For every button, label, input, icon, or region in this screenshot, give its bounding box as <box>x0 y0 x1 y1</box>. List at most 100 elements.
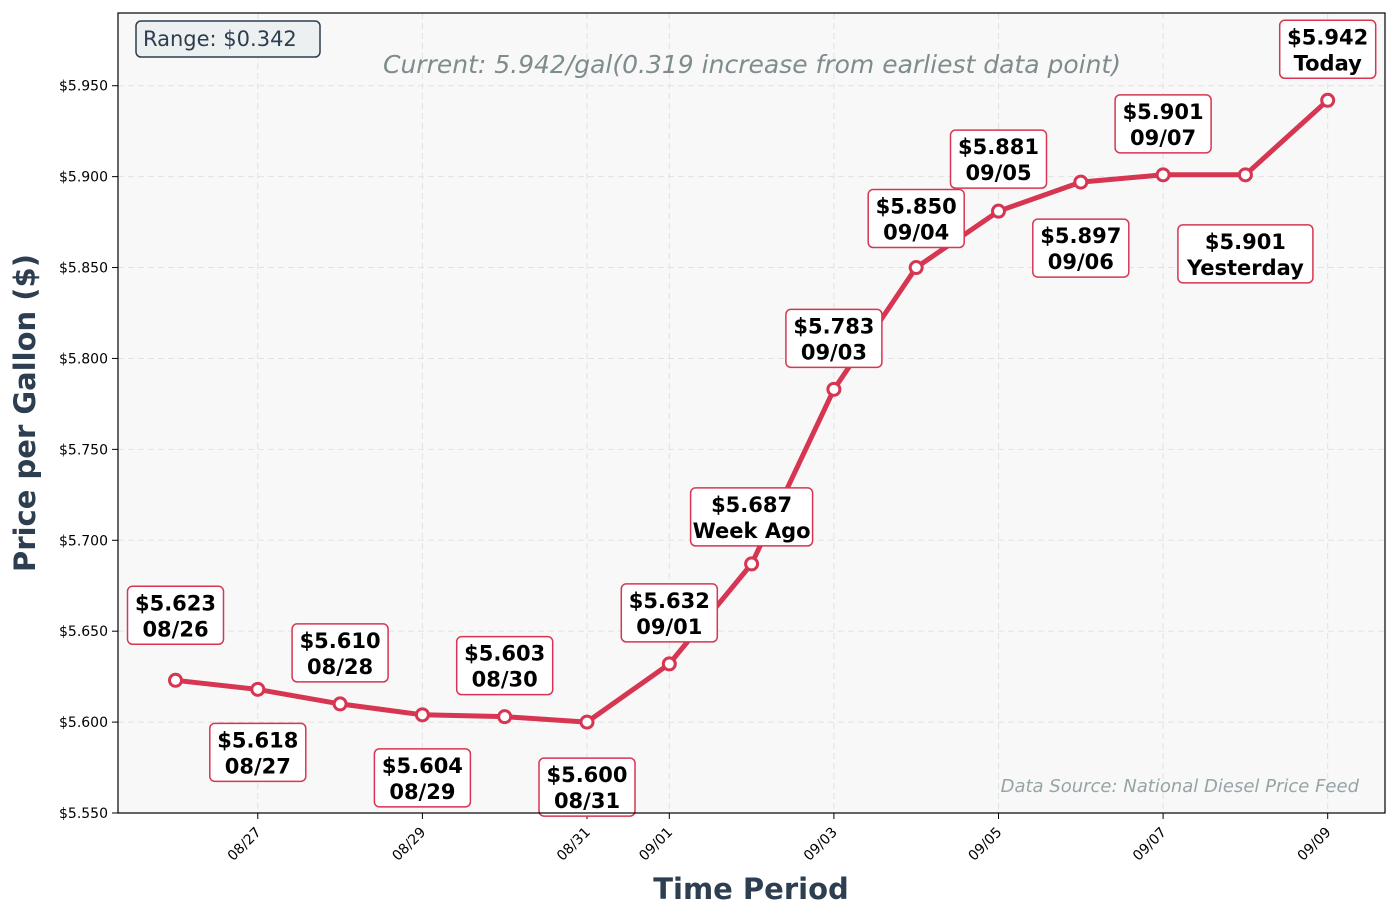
annotation-price: $5.942 <box>1287 25 1368 49</box>
annotation-label: Today <box>1294 51 1363 75</box>
annotation-price: $5.603 <box>464 642 545 666</box>
annotation-box <box>689 487 814 547</box>
annotation-label: 08/28 <box>307 655 373 679</box>
range-box: Range: $0.342 <box>135 20 321 58</box>
x-tick-label: 09/09 <box>1295 825 1335 865</box>
annotation-box <box>867 188 965 249</box>
x-tick-label: 08/29 <box>389 825 429 865</box>
annotation-label: 09/06 <box>1048 250 1114 274</box>
annotation-box <box>373 748 472 808</box>
data-point <box>1155 167 1171 183</box>
x-tick-label: 09/05 <box>965 825 1005 865</box>
annotation-label: 08/31 <box>554 789 620 813</box>
price-markers <box>168 92 1336 730</box>
x-axis-title: Time Period <box>653 872 849 906</box>
annotation-price: $5.881 <box>958 135 1039 159</box>
annotation-box <box>126 585 225 646</box>
annotation-label: Yesterday <box>1186 256 1304 280</box>
price-annotations: $5.62308/26$5.61808/27$5.61008/28$5.6040… <box>126 19 1377 817</box>
data-point <box>1237 167 1253 183</box>
annotation-label: 08/30 <box>472 668 538 692</box>
data-point <box>332 696 348 712</box>
annotation-box <box>1177 224 1314 284</box>
y-tick-label: $5.700 <box>59 533 108 549</box>
annotation-box <box>209 722 307 783</box>
annotation-price: $5.783 <box>793 314 874 338</box>
data-point <box>826 381 842 397</box>
annotation-box <box>1278 19 1377 80</box>
y-tick-label: $5.600 <box>59 715 108 731</box>
annotation-price: $5.610 <box>300 629 381 653</box>
annotation-label: 09/05 <box>965 161 1031 185</box>
y-axis-title: Price per Gallon ($) <box>8 254 42 572</box>
annotation-box <box>949 129 1048 189</box>
y-tick-label: $5.750 <box>59 442 108 458</box>
data-point <box>991 203 1006 219</box>
data-point <box>168 672 183 688</box>
y-tick-label: $5.650 <box>59 624 108 640</box>
x-tick-label: 08/27 <box>225 825 265 865</box>
annotation-price: $5.901 <box>1205 230 1286 254</box>
annotation-box <box>455 635 554 696</box>
x-tick-label: 08/31 <box>554 825 594 865</box>
annotation-box <box>785 308 883 369</box>
current-price-note: Current: 5.942/gal(0.319 increase from e… <box>383 50 1121 79</box>
annotation-label: 09/01 <box>636 615 702 639</box>
y-tick-label: $5.950 <box>59 79 108 95</box>
annotation-price: $5.632 <box>629 589 710 613</box>
y-tick-label: $5.900 <box>59 170 108 186</box>
annotation-price: $5.901 <box>1123 100 1204 124</box>
annotation-label: 08/29 <box>389 780 455 804</box>
annotation-label: 08/26 <box>142 617 208 641</box>
annotation-box <box>620 583 719 643</box>
annotation-price: $5.897 <box>1040 224 1121 248</box>
annotation-price: $5.618 <box>217 728 298 752</box>
plot-frame <box>117 12 1386 814</box>
x-tick-label: 09/07 <box>1130 825 1170 865</box>
annotation-box <box>291 623 389 683</box>
data-point <box>1073 174 1089 190</box>
data-point <box>250 681 266 697</box>
annotation-label: 09/03 <box>801 340 867 364</box>
annotation-box <box>538 757 636 817</box>
data-point <box>908 260 924 276</box>
data-point <box>414 707 430 723</box>
annotation-label: 09/07 <box>1130 126 1196 150</box>
annotation-label: Week Ago <box>693 519 811 543</box>
data-point <box>579 714 595 730</box>
y-tick-label: $5.850 <box>59 261 108 277</box>
x-tick-label: 09/01 <box>636 825 676 865</box>
annotation-price: $5.604 <box>382 754 463 778</box>
annotation-label: 09/04 <box>883 221 949 245</box>
annotation-price: $5.600 <box>546 763 627 787</box>
annotation-price: $5.687 <box>711 493 792 517</box>
range-label: Range: $0.342 <box>143 27 297 51</box>
data-point <box>1320 92 1336 108</box>
data-source-note: Data Source: National Diesel Price Feed <box>1001 776 1360 797</box>
data-point <box>661 656 677 672</box>
y-tick-label: $5.800 <box>59 351 108 367</box>
data-point <box>497 709 513 725</box>
annotation-label: 08/27 <box>225 754 291 778</box>
annotation-box <box>1114 94 1212 154</box>
annotation-box <box>1032 218 1130 278</box>
y-tick-label: $5.550 <box>59 806 108 822</box>
annotation-price: $5.850 <box>876 195 957 219</box>
annotation-price: $5.623 <box>135 591 216 615</box>
